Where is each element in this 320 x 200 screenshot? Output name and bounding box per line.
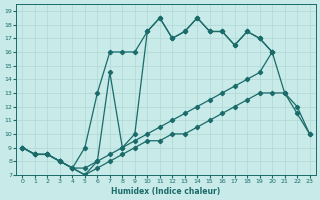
X-axis label: Humidex (Indice chaleur): Humidex (Indice chaleur) [111, 187, 221, 196]
